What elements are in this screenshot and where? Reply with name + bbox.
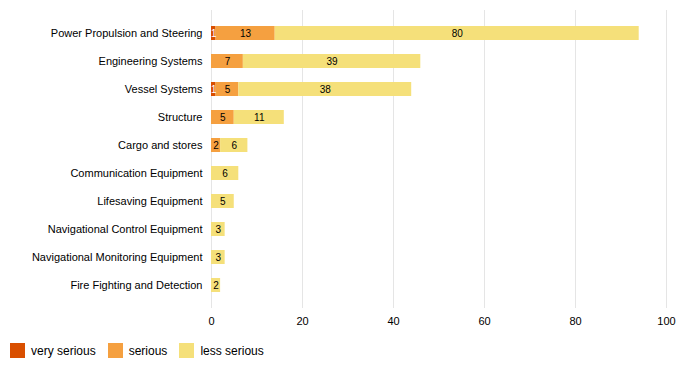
- svg-text:Fire Fighting and Detection: Fire Fighting and Detection: [70, 279, 202, 291]
- html-text:serious: serious: [128, 343, 168, 358]
- svg-text:Cargo and stores: Cargo and stores: [118, 139, 203, 151]
- svg-text:20: 20: [296, 315, 308, 327]
- html-text:less serious: less serious: [200, 343, 264, 358]
- svg-text:Power Propulsion and Steering: Power Propulsion and Steering: [51, 27, 203, 39]
- svg-text:39: 39: [327, 56, 339, 67]
- svg-text:3: 3: [216, 252, 222, 263]
- svg-text:Lifesaving Equipment: Lifesaving Equipment: [97, 195, 202, 207]
- svg-text:7: 7: [225, 56, 231, 67]
- svg-text:100: 100: [657, 315, 675, 327]
- svg-text:11: 11: [254, 112, 265, 123]
- svg-text:5: 5: [220, 196, 226, 207]
- svg-text:1: 1: [211, 84, 217, 95]
- svg-text:38: 38: [320, 84, 332, 95]
- html-text:very serious: very serious: [31, 343, 96, 358]
- svg-text:40: 40: [387, 315, 399, 327]
- svg-text:13: 13: [240, 28, 252, 39]
- svg-text:80: 80: [452, 28, 464, 39]
- svg-text:6: 6: [231, 140, 237, 151]
- svg-text:Navigational Control Equipment: Navigational Control Equipment: [48, 223, 203, 235]
- svg-text:Communication Equipment: Communication Equipment: [70, 167, 202, 179]
- svg-text:5: 5: [220, 112, 226, 123]
- svg-text:60: 60: [478, 315, 490, 327]
- svg-text:6: 6: [222, 168, 228, 179]
- svg-text:Structure: Structure: [158, 111, 203, 123]
- svg-text:2: 2: [213, 140, 219, 151]
- svg-text:3: 3: [216, 224, 222, 235]
- svg-text:Vessel Systems: Vessel Systems: [125, 83, 203, 95]
- svg-text:Engineering Systems: Engineering Systems: [99, 55, 203, 67]
- svg-text:80: 80: [569, 315, 581, 327]
- svg-text:1: 1: [211, 28, 217, 39]
- svg-text:5: 5: [225, 84, 231, 95]
- svg-text:0: 0: [208, 315, 214, 327]
- svg-text:2: 2: [213, 280, 219, 291]
- svg-text:Navigational Monitoring Equipm: Navigational Monitoring Equipment: [32, 251, 203, 263]
